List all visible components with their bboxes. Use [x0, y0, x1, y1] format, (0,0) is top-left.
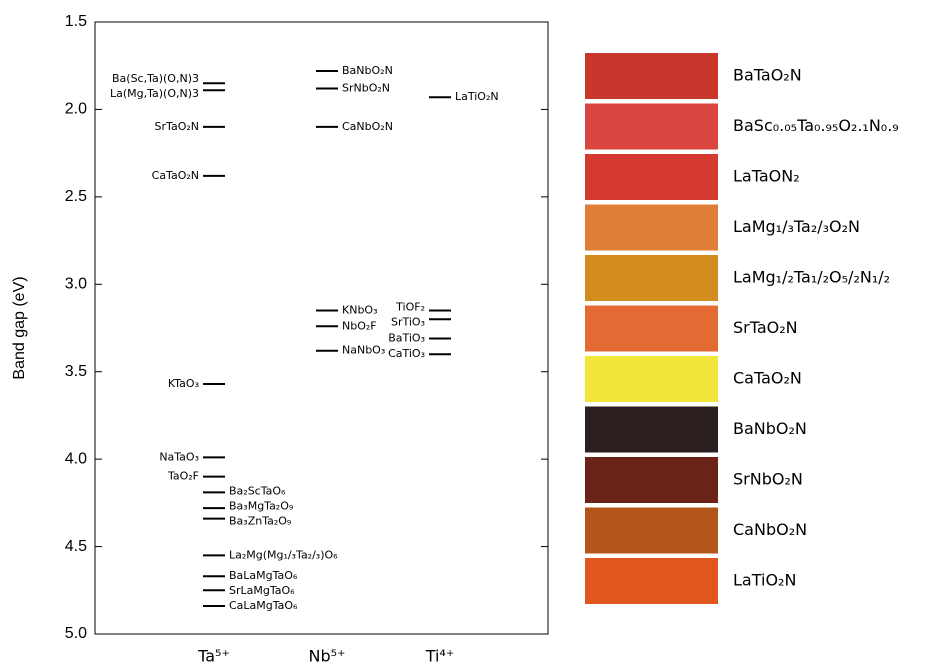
swatch-label: BaTaO₂N	[733, 66, 802, 85]
swatch	[585, 255, 718, 301]
swatch-label: SrNbO₂N	[733, 470, 803, 489]
swatch	[585, 53, 718, 99]
level-label: CaTiO₃	[388, 347, 425, 360]
swatch-label: LaMg₁/₂Ta₁/₂O₅/₂N₁/₂	[733, 268, 890, 287]
swatch	[585, 356, 718, 402]
level-label: TaO₂F	[167, 470, 199, 483]
y-tick-label: 2.0	[65, 101, 87, 118]
category-label: Ta⁵⁺	[197, 647, 230, 666]
level-label: KNbO₃	[342, 304, 378, 317]
swatch-label: CaTaO₂N	[733, 369, 802, 388]
swatch-label: BaSc₀.₀₅Ta₀.₉₅O₂.₁N₀.₉	[733, 116, 899, 135]
level-label: KTaO₃	[168, 377, 199, 390]
level-label: CaNbO₂N	[342, 120, 393, 133]
swatch-label: CaNbO₂N	[733, 520, 807, 539]
level-label: BaNbO₂N	[342, 64, 393, 77]
level-label: NaNbO₃	[342, 344, 385, 357]
swatch	[585, 558, 718, 604]
level-label: NbO₂F	[342, 319, 377, 332]
level-label: CaLaMgTaO₆	[229, 599, 298, 612]
level-label: SrLaMgTaO₆	[229, 584, 295, 597]
swatch-label: LaMg₁/₃Ta₂/₃O₂N	[733, 217, 860, 236]
level-label: Ba(Sc,Ta)(O,N)3	[112, 72, 199, 85]
swatch	[585, 407, 718, 453]
y-tick-label: 5.0	[65, 625, 87, 642]
level-label: Ba₃ZnTa₂O₉	[229, 514, 291, 527]
y-tick-label: 3.0	[65, 276, 87, 293]
level-label: La₂Mg(Mg₁/₃Ta₂/₃)O₆	[229, 548, 338, 561]
level-label: La(Mg,Ta)(O,N)3	[110, 87, 199, 100]
swatch-label: SrTaO₂N	[733, 318, 798, 337]
level-label: Ba₃MgTa₂O₉	[229, 499, 293, 512]
level-label: SrTiO₃	[391, 315, 425, 328]
swatch	[585, 104, 718, 150]
y-tick-label: 2.5	[65, 188, 87, 205]
y-tick-label: 3.5	[65, 363, 87, 380]
y-tick-label: 4.5	[65, 538, 87, 555]
level-label: BaLaMgTaO₆	[229, 569, 298, 582]
swatch	[585, 154, 718, 200]
swatch	[585, 205, 718, 251]
level-label: TiOF₂	[395, 300, 425, 313]
swatch	[585, 306, 718, 352]
level-label: CaTaO₂N	[152, 169, 199, 182]
chart: Band gap (eV) 1.5 2.0 2.5 3.0 3.5 4.0 4.5 5.0 Ta…	[0, 0, 948, 672]
level-label: SrNbO₂N	[342, 81, 390, 94]
plot-frame	[95, 22, 548, 634]
swatch	[585, 457, 718, 503]
swatch	[585, 508, 718, 554]
level-label: SrTaO₂N	[155, 120, 199, 133]
y-axis-label: Band gap (eV)	[11, 276, 28, 379]
y-tick-label: 1.5	[65, 13, 87, 30]
level-label: NaTaO₃	[159, 450, 199, 463]
level-label: BaTiO₃	[388, 331, 425, 344]
category-label: Nb⁵⁺	[309, 647, 346, 666]
y-tick-label: 4.0	[65, 450, 87, 467]
level-label: LaTiO₂N	[455, 90, 499, 103]
swatch-label: LaTaON₂	[733, 167, 800, 186]
swatch-label: LaTiO₂N	[733, 571, 796, 590]
category-label: Ti⁴⁺	[425, 647, 455, 666]
swatch-label: BaNbO₂N	[733, 419, 807, 438]
level-label: Ba₂ScTaO₆	[229, 484, 286, 497]
